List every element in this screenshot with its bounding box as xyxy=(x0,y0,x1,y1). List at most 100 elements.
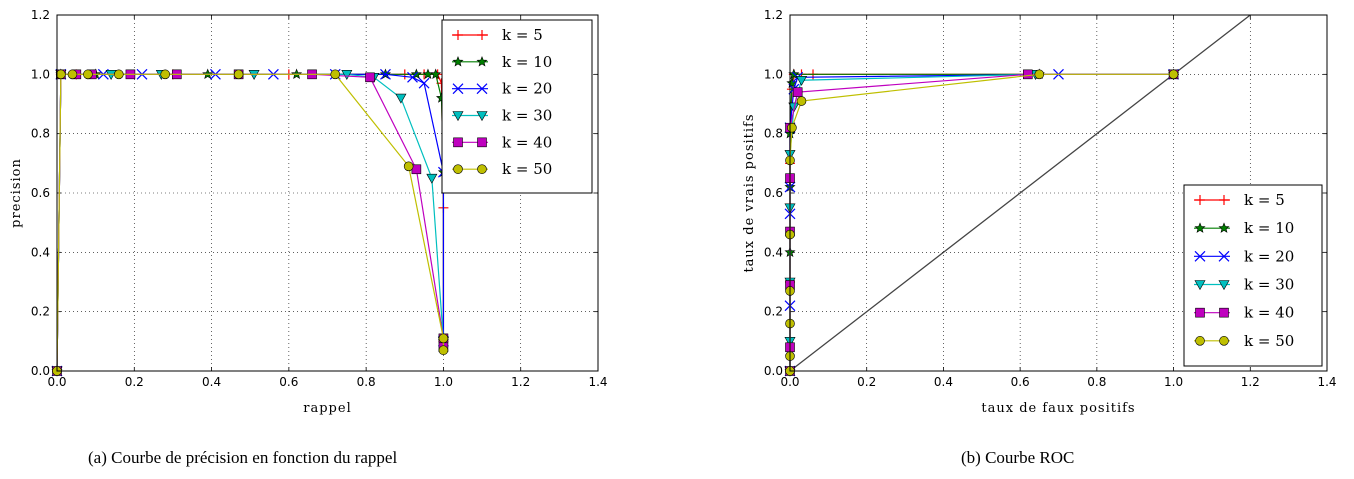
data-point xyxy=(438,333,449,344)
data-point xyxy=(380,68,391,80)
legend-label: k = 30 xyxy=(1244,276,1294,294)
y-tick-label: 1.0 xyxy=(764,67,783,81)
data-point xyxy=(1034,69,1045,80)
legend-marker xyxy=(476,56,488,67)
data-point xyxy=(407,71,418,83)
y-tick-label: 0.6 xyxy=(31,186,50,200)
legend-marker xyxy=(1194,222,1206,233)
data-point xyxy=(438,345,449,356)
legend-marker xyxy=(1195,195,1205,205)
series-k50 xyxy=(52,69,449,376)
y-tick-label: 0.8 xyxy=(31,127,50,141)
data-point xyxy=(160,69,170,80)
x-tick-label: 0.4 xyxy=(934,375,953,389)
legend-marker xyxy=(477,137,487,148)
plot-frame xyxy=(56,14,599,372)
y-tick-label: 1.0 xyxy=(31,67,50,81)
series-k40 xyxy=(52,69,449,376)
y-axis-label: taux de vrais positifs xyxy=(742,113,757,272)
x-tick-label: 0.6 xyxy=(279,375,298,389)
series-line xyxy=(56,73,445,372)
y-tick-label: 1.2 xyxy=(31,8,50,22)
legend-marker xyxy=(477,30,487,40)
data-point xyxy=(56,69,66,80)
legend-marker xyxy=(1219,336,1229,346)
legend-label: k = 50 xyxy=(502,160,552,178)
legend-label: k = 20 xyxy=(1244,247,1294,265)
x-tick-label: 0.8 xyxy=(357,375,376,389)
data-point xyxy=(430,68,442,80)
legend-marker xyxy=(1194,250,1206,262)
y-tick-label: 0.8 xyxy=(764,127,783,141)
y-tick-label: 0.2 xyxy=(764,305,783,319)
data-point xyxy=(330,69,341,80)
legend-label: k = 30 xyxy=(502,107,552,125)
y-tick-label: 0.0 xyxy=(764,364,783,378)
legend-marker xyxy=(1194,280,1206,291)
x-tick-label: 1.4 xyxy=(1317,375,1336,389)
x-tick-label: 1.2 xyxy=(1241,375,1260,389)
data-point xyxy=(786,77,798,88)
chart-pr: 0.0 0.2 0.4 0.6 0.8 1.0 1.2 1.4 0.0 0.2 0.4 0.6 0.8 1… xyxy=(9,8,608,416)
legend-marker xyxy=(452,83,464,95)
y-tick-label: 0.0 xyxy=(31,364,50,378)
legend-marker xyxy=(452,111,464,122)
legend-box xyxy=(441,19,593,194)
data-point xyxy=(233,69,244,80)
data-point xyxy=(114,69,124,80)
x-tick-label: 1.0 xyxy=(1164,375,1183,389)
legend-label: k = 5 xyxy=(1244,191,1285,209)
data-point xyxy=(796,96,807,106)
diagonal-line xyxy=(789,14,1251,372)
legend-label: k = 40 xyxy=(502,133,552,151)
axis-ticks: 0.0 0.2 0.4 0.6 0.8 1.0 1.2 1.4 0.0 0.2 0.4 0.6 0.8 1… xyxy=(764,8,1337,389)
x-tick-label: 0.0 xyxy=(780,375,799,389)
legend-label: k = 20 xyxy=(502,80,552,98)
data-point xyxy=(418,77,430,89)
x-tick-label: 0.4 xyxy=(202,375,221,389)
data-point xyxy=(395,93,407,104)
legend-marker xyxy=(1219,307,1229,318)
caption-a: (a) Courbe de précision en fonction du r… xyxy=(88,448,398,467)
x-tick-label: 0.6 xyxy=(1011,375,1030,389)
x-tick-label: 1.4 xyxy=(588,375,607,389)
plot-frame xyxy=(789,14,1328,372)
legend-label: k = 10 xyxy=(502,53,552,71)
x-tick-label: 1.0 xyxy=(434,375,453,389)
series-line xyxy=(56,73,445,372)
chart-roc: 0.0 0.2 0.4 0.6 0.8 1.0 1.2 1.4 0.0 0.2 0.4 0.6 0.8 1… xyxy=(742,8,1337,416)
y-tick-label: 1.2 xyxy=(764,8,783,22)
series-line xyxy=(56,73,445,372)
y-tick-label: 0.2 xyxy=(31,305,50,319)
series-line xyxy=(56,73,445,372)
legend-marker xyxy=(452,56,464,67)
data-point xyxy=(792,87,803,97)
x-tick-label: 1.2 xyxy=(511,375,530,389)
y-axis-label: precision xyxy=(9,158,24,228)
data-point xyxy=(83,69,93,80)
y-tick-label: 0.6 xyxy=(764,186,783,200)
x-tick-label: 0.2 xyxy=(857,375,876,389)
legend-marker xyxy=(1195,307,1205,318)
series-line xyxy=(56,73,445,372)
legend-marker xyxy=(1218,250,1230,262)
axis-ticks: 0.0 0.2 0.4 0.6 0.8 1.0 1.2 1.4 0.0 0.2 0.4 0.6 0.8 1… xyxy=(31,8,608,389)
data-point xyxy=(365,72,375,83)
legend-marker xyxy=(1195,336,1205,346)
legend-box xyxy=(1183,184,1323,367)
x-axis-label: rappel xyxy=(303,401,351,416)
legend-marker xyxy=(477,164,487,174)
legend: k = 5 k = 10 k = 20 k = 30 k = 40 k = 50 xyxy=(441,19,593,194)
x-tick-label: 0.2 xyxy=(125,375,144,389)
caption-b: (b) Courbe ROC xyxy=(961,448,1075,467)
x-tick-label: 0.8 xyxy=(1087,375,1106,389)
x-tick-label: 0.0 xyxy=(47,375,66,389)
data-point xyxy=(403,161,414,172)
x-axis-label: taux de faux positifs xyxy=(981,401,1135,416)
legend-marker xyxy=(453,164,463,174)
figure: 0.0 0.2 0.4 0.6 0.8 1.0 1.2 1.4 0.0 0.2 0.4 0.6 0.8 1… xyxy=(9,8,1337,416)
y-tick-label: 0.4 xyxy=(31,245,50,259)
legend-label: k = 10 xyxy=(1244,219,1294,237)
legend: k = 5 k = 10 k = 20 k = 30 k = 40 k = 50 xyxy=(1183,184,1323,367)
legend-marker xyxy=(453,30,463,40)
